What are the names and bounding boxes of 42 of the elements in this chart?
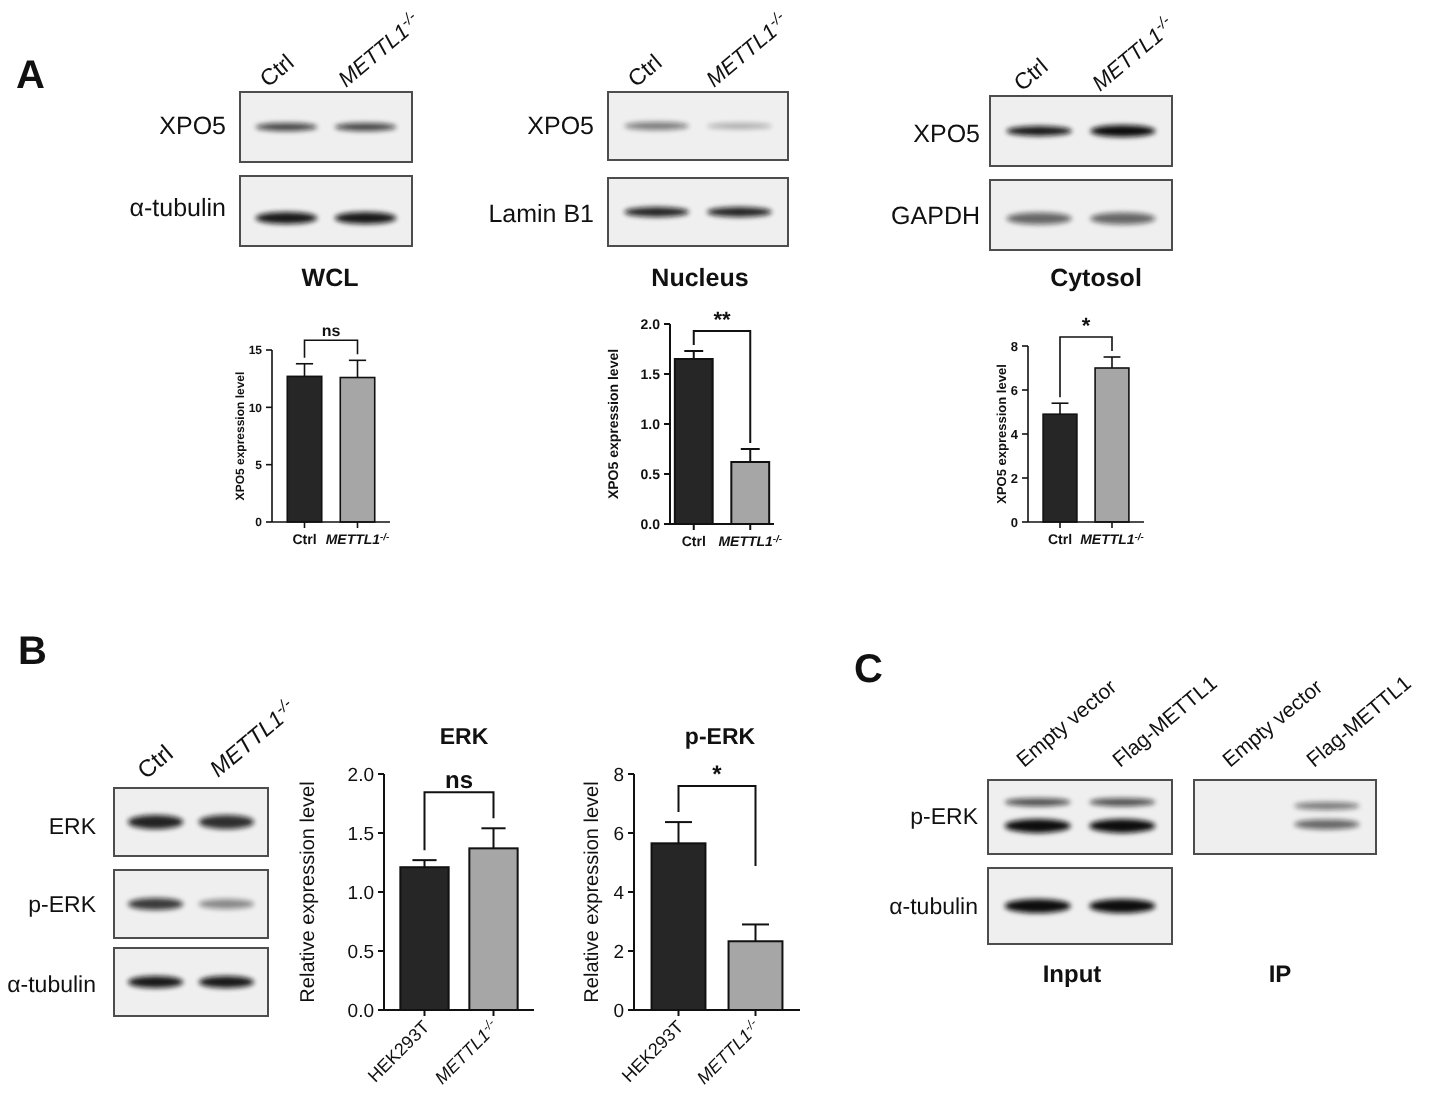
y-tick-label: 4 xyxy=(613,882,624,905)
annotation: ns xyxy=(444,766,474,795)
text: Ctrl xyxy=(131,739,179,785)
text: ERK xyxy=(48,816,97,840)
text: Ctrl xyxy=(1010,55,1054,97)
text: XPO5 xyxy=(159,112,227,140)
text: GAPDH xyxy=(891,202,980,230)
text: Lamin B1 xyxy=(488,200,595,228)
text: p-ERK xyxy=(28,894,97,918)
annotation: * xyxy=(712,760,723,789)
y-tick-label: 8 xyxy=(613,764,624,787)
chart-title: Cytosol xyxy=(1050,264,1142,292)
text: α-tubulin xyxy=(129,194,227,222)
text: α-tubulin xyxy=(7,974,96,998)
text: Ctrl xyxy=(256,51,300,93)
y-tick-label: 0.0 xyxy=(347,1000,374,1023)
chart-title: p-ERK xyxy=(684,726,757,750)
y-tick-label: 1.5 xyxy=(347,823,374,846)
chart-title: WCL xyxy=(301,264,360,292)
text: A xyxy=(16,54,45,98)
text: C xyxy=(854,648,883,692)
y-tick-label: 2 xyxy=(613,941,624,964)
y-tick-label: 6 xyxy=(613,823,624,846)
text: XPO5 xyxy=(913,120,981,148)
y-tick-label: 0 xyxy=(613,1000,624,1023)
y-tick-label: 0.5 xyxy=(347,941,374,964)
y-tick-label: 1.0 xyxy=(347,882,374,905)
annotation: ** xyxy=(713,309,732,333)
chart-title: Nucleus xyxy=(651,264,749,292)
y-axis-title: Relative expression level xyxy=(298,781,320,1003)
chart-title: ERK xyxy=(439,726,490,750)
text: Ctrl xyxy=(624,51,668,93)
text: p-ERK xyxy=(910,806,979,830)
text: XPO5 xyxy=(527,112,595,140)
y-axis-title: Relative expression level xyxy=(582,781,604,1003)
text: α-tubulin xyxy=(889,896,978,920)
y-tick-label: 2.0 xyxy=(347,764,374,787)
text: * xyxy=(1081,315,1092,339)
text: IP xyxy=(1268,960,1292,988)
text: B xyxy=(18,630,47,674)
text: ns xyxy=(321,322,342,341)
text: Input xyxy=(1042,960,1102,988)
